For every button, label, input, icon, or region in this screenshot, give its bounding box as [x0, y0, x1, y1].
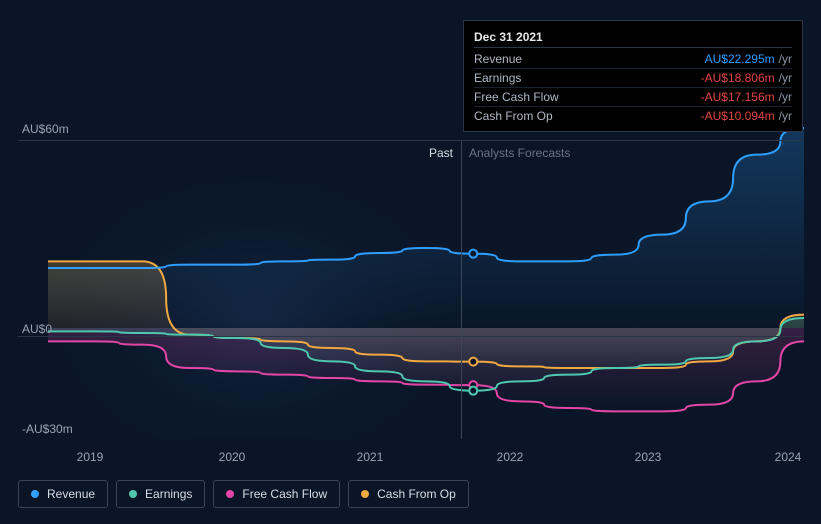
financials-chart: AU$60m AU$0 -AU$30m 2019 2020 2021 2022 2023 20…: [0, 0, 821, 524]
y-axis-label: AU$0: [22, 322, 52, 336]
legend-label: Cash From Op: [377, 487, 456, 501]
tooltip-metric-unit: /yr: [779, 71, 792, 85]
revenue-marker: [469, 250, 477, 258]
data-tooltip: Dec 31 2021 Revenue AU$22.295m /yrEarnin…: [463, 20, 803, 132]
highlight-vertical-line: [461, 140, 462, 439]
legend-dot-icon: [129, 490, 137, 498]
chart-legend: Revenue Earnings Free Cash Flow Cash Fro…: [18, 480, 469, 508]
y-axis-label: -AU$30m: [22, 422, 73, 436]
tooltip-metric-unit: /yr: [779, 52, 792, 66]
legend-item[interactable]: Cash From Op: [348, 480, 469, 508]
tooltip-metric-label: Earnings: [474, 71, 701, 85]
x-axis-label: 2024: [775, 450, 802, 464]
tooltip-date: Dec 31 2021: [474, 27, 792, 48]
tooltip-row: Revenue AU$22.295m /yr: [474, 50, 792, 69]
tooltip-metric-label: Free Cash Flow: [474, 90, 701, 104]
tooltip-metric-value: -AU$10.094m: [701, 109, 775, 123]
tooltip-metric-unit: /yr: [779, 109, 792, 123]
past-region-label: Past: [429, 146, 453, 160]
cfop-marker: [469, 358, 477, 366]
x-axis-label: 2022: [497, 450, 524, 464]
top-axis-line: [18, 140, 803, 141]
legend-item[interactable]: Free Cash Flow: [213, 480, 340, 508]
tooltip-metric-value: AU$22.295m: [705, 52, 775, 66]
tooltip-row: Free Cash Flow -AU$17.156m /yr: [474, 88, 792, 107]
tooltip-metric-unit: /yr: [779, 90, 792, 104]
legend-dot-icon: [361, 490, 369, 498]
tooltip-row: Cash From Op -AU$10.094m /yr: [474, 107, 792, 125]
x-axis-label: 2021: [357, 450, 384, 464]
y-axis-label: AU$60m: [22, 122, 69, 136]
x-axis-label: 2020: [219, 450, 246, 464]
legend-dot-icon: [31, 490, 39, 498]
legend-item[interactable]: Earnings: [116, 480, 205, 508]
earnings-marker: [469, 387, 477, 395]
tooltip-metric-value: -AU$18.806m: [701, 71, 775, 85]
tooltip-metric-label: Revenue: [474, 52, 705, 66]
x-axis-label: 2019: [77, 450, 104, 464]
legend-dot-icon: [226, 490, 234, 498]
x-axis-label: 2023: [635, 450, 662, 464]
tooltip-row: Earnings -AU$18.806m /yr: [474, 69, 792, 88]
legend-label: Free Cash Flow: [242, 487, 327, 501]
x-axis-line: [18, 336, 803, 337]
legend-label: Earnings: [145, 487, 192, 501]
legend-item[interactable]: Revenue: [18, 480, 108, 508]
forecast-region-label: Analysts Forecasts: [469, 146, 570, 160]
legend-label: Revenue: [47, 487, 95, 501]
tooltip-metric-value: -AU$17.156m: [701, 90, 775, 104]
tooltip-metric-label: Cash From Op: [474, 109, 701, 123]
